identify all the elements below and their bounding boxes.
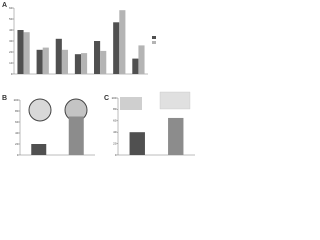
y-tick-label: 60 [15, 120, 19, 124]
bar [42, 47, 49, 74]
legend-swatch [152, 41, 156, 44]
y-tick-label: 100 [13, 98, 18, 102]
y-tick-label: 60 [113, 119, 117, 123]
bar [129, 132, 145, 155]
bar [23, 32, 30, 74]
bar [168, 117, 184, 155]
dish-image [28, 98, 52, 122]
y-tick-label: 0 [11, 72, 13, 76]
bar [113, 22, 120, 74]
y-tick-label: 40 [15, 131, 19, 135]
y-tick-label: 20 [113, 141, 117, 145]
micrograph [120, 97, 142, 110]
bar [74, 54, 81, 74]
y-tick-label: 80 [15, 109, 19, 113]
y-tick-label: 40 [113, 130, 117, 134]
micrograph [159, 91, 191, 110]
y-tick-label: 20 [9, 50, 13, 54]
y-tick-label: 100 [111, 96, 116, 100]
legend-swatch [152, 36, 156, 39]
y-tick-label: 30 [9, 39, 13, 43]
bar [17, 30, 24, 74]
y-tick-label: 20 [15, 142, 19, 146]
y-tick-label: 0 [115, 153, 117, 157]
bar [68, 116, 84, 155]
bar [94, 41, 101, 74]
panel-label: A [2, 2, 7, 9]
bar [132, 58, 139, 74]
bar [36, 49, 43, 74]
bar [100, 50, 107, 74]
y-tick-label: 50 [9, 17, 13, 21]
panel-label: C [104, 95, 109, 102]
background [0, 0, 200, 162]
bar [138, 45, 145, 74]
y-tick-label: 60 [9, 6, 13, 10]
y-tick-label: 40 [9, 28, 13, 32]
y-tick-label: 80 [113, 107, 117, 111]
bar [55, 38, 62, 74]
panel-label: B [2, 95, 7, 102]
y-tick-label: 0 [17, 153, 19, 157]
y-tick-label: 10 [9, 61, 13, 65]
bar [61, 49, 68, 74]
bar [119, 10, 126, 74]
bar [31, 144, 47, 155]
bar [81, 53, 88, 74]
